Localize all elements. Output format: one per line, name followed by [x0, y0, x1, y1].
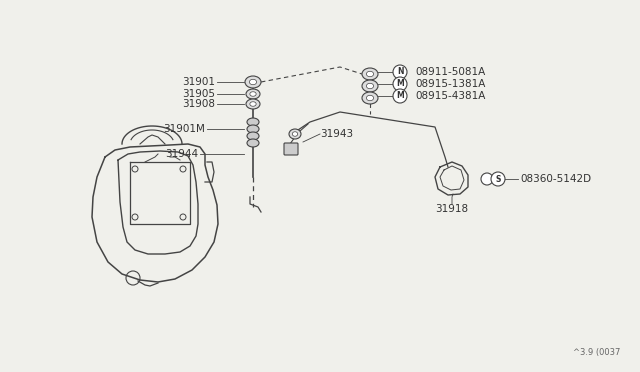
Ellipse shape [362, 92, 378, 104]
Circle shape [491, 172, 505, 186]
Ellipse shape [250, 102, 256, 106]
Text: 31943: 31943 [320, 129, 353, 139]
Text: 31901: 31901 [182, 77, 215, 87]
Ellipse shape [366, 83, 374, 89]
Text: ^3.9 (0037: ^3.9 (0037 [573, 348, 620, 357]
Text: 31918: 31918 [435, 204, 468, 214]
Text: N: N [397, 67, 403, 77]
Ellipse shape [366, 71, 374, 77]
Circle shape [393, 77, 407, 91]
Circle shape [393, 65, 407, 79]
FancyBboxPatch shape [284, 143, 298, 155]
Text: 31901M: 31901M [163, 124, 205, 134]
Ellipse shape [247, 139, 259, 147]
Ellipse shape [245, 76, 261, 88]
Ellipse shape [247, 132, 259, 140]
Ellipse shape [250, 92, 256, 96]
Ellipse shape [289, 129, 301, 139]
Text: 08360-5142D: 08360-5142D [520, 174, 591, 184]
Text: M: M [396, 80, 404, 89]
Text: 31905: 31905 [182, 89, 215, 99]
Text: 31944: 31944 [165, 149, 198, 159]
Ellipse shape [362, 68, 378, 80]
Circle shape [481, 173, 493, 185]
Text: S: S [495, 174, 500, 183]
Ellipse shape [246, 89, 260, 99]
Text: 08915-4381A: 08915-4381A [415, 91, 485, 101]
Text: 08911-5081A: 08911-5081A [415, 67, 485, 77]
Text: 08915-1381A: 08915-1381A [415, 79, 485, 89]
Ellipse shape [366, 95, 374, 101]
Text: 31908: 31908 [182, 99, 215, 109]
Circle shape [393, 89, 407, 103]
Ellipse shape [247, 125, 259, 133]
Text: M: M [396, 92, 404, 100]
Ellipse shape [246, 99, 260, 109]
Ellipse shape [247, 118, 259, 126]
Ellipse shape [250, 79, 257, 85]
Ellipse shape [292, 132, 298, 136]
Ellipse shape [362, 80, 378, 92]
